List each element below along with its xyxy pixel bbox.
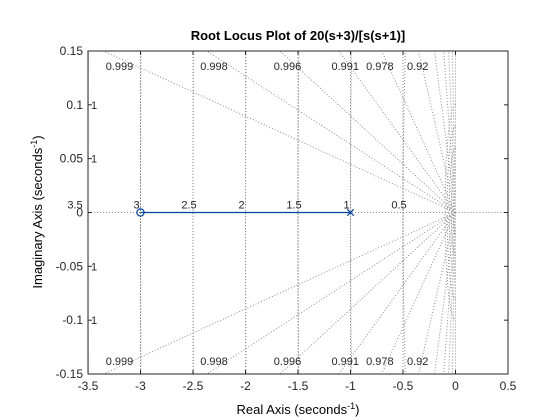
- y-tick-label-5: -0.1: [62, 313, 83, 327]
- frequency-arc-7: [452, 190, 456, 235]
- x-axis-label: Real Axis (seconds-1): [237, 401, 360, 417]
- frequency-label-2: 2.5: [181, 200, 196, 212]
- x-tick-label-4: -1.5: [288, 379, 309, 393]
- grid-label-layer: 0.999 0.998 0.996 0.991 0.978 0.92 0.999 0.998 0…: [67, 61, 428, 368]
- x-axis-label-main: Real Axis (seconds: [237, 402, 348, 417]
- pole-stroke-b: [346, 208, 355, 217]
- y-tick-label-0: 0.15: [60, 44, 84, 58]
- damping-label-bottom-7: 0.998: [200, 356, 228, 368]
- x-axis-label-end: ): [355, 402, 359, 417]
- side-label-1: 1: [91, 154, 97, 166]
- x-tick-label-2: -2.5: [183, 379, 204, 393]
- y-tick-label-1: 0.1: [66, 98, 83, 112]
- y-axis-label-sup: -1: [29, 140, 39, 148]
- y-axis-label-main: Imaginary Axis (seconds: [30, 147, 45, 288]
- frequency-label-0: 3.5: [67, 200, 82, 212]
- y-tick-label-2: 0.05: [60, 152, 84, 166]
- damping-label-top-2: 0.996: [274, 61, 302, 73]
- damping-label-bottom-10: 0.978: [366, 356, 394, 368]
- y-axis-label-end: ): [30, 135, 45, 139]
- frequency-arc-11: [444, 104, 456, 321]
- x-tick-label-7: 0: [452, 379, 459, 393]
- frequency-label-6: 0.5: [391, 200, 406, 212]
- tick-layer: -3.5 -3 -2.5 -2 -1.5 -1 -0.5 0 0.5 0.15 0.1 0.05 0 -0…: [56, 44, 517, 393]
- side-label-3: 1: [91, 315, 97, 327]
- y-tick-label-3: 0: [76, 206, 83, 220]
- damping-label-bottom-8: 0.996: [274, 356, 302, 368]
- side-label-2: 1: [91, 261, 97, 273]
- x-tick-label-0: -3.5: [78, 379, 99, 393]
- frequency-arc-6: [402, 51, 406, 374]
- y-tick-label-6: -0.15: [56, 367, 84, 381]
- frequency-label-5: 1: [343, 200, 349, 212]
- damping-label-bottom-6: 0.999: [106, 356, 134, 368]
- zero-marker-0: [136, 208, 145, 217]
- damping-label-top-5: 0.92: [407, 61, 428, 73]
- damping-line-0-upper: [102, 51, 456, 213]
- damping-label-top-3: 0.991: [331, 61, 359, 73]
- y-tick-label-4: -0.05: [56, 259, 84, 273]
- frequency-arc-9: [448, 147, 456, 278]
- damping-label-top-4: 0.978: [366, 61, 394, 73]
- pole-marker-0: [346, 208, 355, 217]
- x-tick-label-1: -3: [135, 379, 146, 393]
- side-label-0: 1: [91, 100, 97, 112]
- locus-layer: [136, 208, 355, 217]
- x-tick-label-6: -0.5: [393, 379, 414, 393]
- damping-label-top-1: 0.998: [200, 61, 228, 73]
- frequency-label-4: 1.5: [286, 200, 301, 212]
- damping-label-top-0: 0.999: [106, 61, 134, 73]
- chart-title: Root Locus Plot of 20(s+3)/[s(s+1)]: [191, 28, 406, 43]
- x-axis-label-sup: -1: [347, 401, 355, 411]
- frequency-label-3: 2: [238, 200, 244, 212]
- frequency-arc-8: [450, 168, 456, 257]
- frequency-arc-10: [446, 125, 456, 300]
- x-tick-label-3: -2: [240, 379, 251, 393]
- grid-layer: [88, 51, 508, 374]
- frequency-label-1: 3: [133, 200, 139, 212]
- x-tick-label-5: -1: [345, 379, 356, 393]
- x-tick-label-8: 0.5: [500, 379, 517, 393]
- damping-label-bottom-9: 0.991: [331, 356, 359, 368]
- y-axis-label: Imaginary Axis (seconds-1): [29, 135, 45, 288]
- damping-label-bottom-11: 0.92: [407, 356, 428, 368]
